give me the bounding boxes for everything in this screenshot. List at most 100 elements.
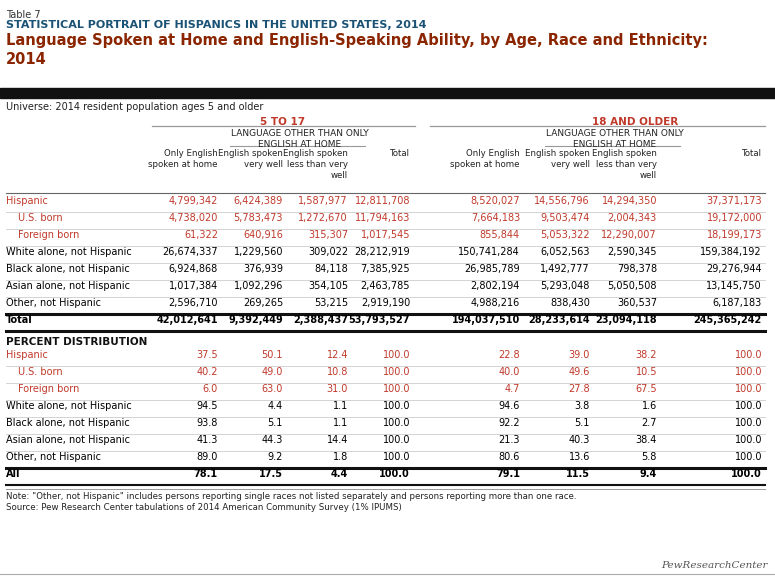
Text: 245,365,242: 245,365,242 — [694, 315, 762, 325]
Text: 1,272,670: 1,272,670 — [298, 213, 348, 223]
Text: 100.0: 100.0 — [383, 367, 410, 377]
Text: 26,674,337: 26,674,337 — [163, 247, 218, 257]
Text: Black alone, not Hispanic: Black alone, not Hispanic — [6, 418, 129, 428]
Text: 38.2: 38.2 — [636, 350, 657, 360]
Text: 2,596,710: 2,596,710 — [168, 298, 218, 308]
Text: 1,017,384: 1,017,384 — [169, 281, 218, 291]
Text: 100.0: 100.0 — [735, 367, 762, 377]
Text: 12,290,007: 12,290,007 — [601, 230, 657, 240]
Text: Hispanic: Hispanic — [6, 350, 48, 360]
Text: 7,664,183: 7,664,183 — [470, 213, 520, 223]
Text: Asian alone, not Hispanic: Asian alone, not Hispanic — [6, 435, 130, 445]
Text: 1.1: 1.1 — [332, 418, 348, 428]
Text: 838,430: 838,430 — [550, 298, 590, 308]
Text: 29,276,944: 29,276,944 — [706, 264, 762, 274]
Text: 40.0: 40.0 — [498, 367, 520, 377]
Text: 6,924,868: 6,924,868 — [169, 264, 218, 274]
Text: 100.0: 100.0 — [735, 401, 762, 411]
Text: 5,293,048: 5,293,048 — [541, 281, 590, 291]
Text: 12.4: 12.4 — [326, 350, 348, 360]
Text: 53,215: 53,215 — [314, 298, 348, 308]
Text: 13.6: 13.6 — [569, 452, 590, 462]
Text: 26,985,789: 26,985,789 — [464, 264, 520, 274]
Text: 63.0: 63.0 — [262, 384, 283, 394]
Text: 6,187,183: 6,187,183 — [713, 298, 762, 308]
Text: 1,092,296: 1,092,296 — [233, 281, 283, 291]
Text: 2,919,190: 2,919,190 — [360, 298, 410, 308]
Text: 309,022: 309,022 — [308, 247, 348, 257]
Text: 4.7: 4.7 — [505, 384, 520, 394]
Text: 269,265: 269,265 — [243, 298, 283, 308]
Text: 53,793,527: 53,793,527 — [349, 315, 410, 325]
Text: 14,294,350: 14,294,350 — [601, 196, 657, 206]
Text: Universe: 2014 resident population ages 5 and older: Universe: 2014 resident population ages … — [6, 102, 264, 112]
Text: 42,012,641: 42,012,641 — [157, 315, 218, 325]
Text: 22.8: 22.8 — [498, 350, 520, 360]
Text: 10.5: 10.5 — [636, 367, 657, 377]
Text: 8,520,027: 8,520,027 — [470, 196, 520, 206]
Text: 100.0: 100.0 — [735, 384, 762, 394]
Text: 5.1: 5.1 — [574, 418, 590, 428]
Text: STATISTICAL PORTRAIT OF HISPANICS IN THE UNITED STATES, 2014: STATISTICAL PORTRAIT OF HISPANICS IN THE… — [6, 20, 426, 30]
Text: 100.0: 100.0 — [383, 350, 410, 360]
Text: 12,811,708: 12,811,708 — [354, 196, 410, 206]
Text: 39.0: 39.0 — [569, 350, 590, 360]
Text: White alone, not Hispanic: White alone, not Hispanic — [6, 247, 132, 257]
Text: 92.2: 92.2 — [498, 418, 520, 428]
Text: White alone, not Hispanic: White alone, not Hispanic — [6, 401, 132, 411]
Text: 2,004,343: 2,004,343 — [608, 213, 657, 223]
Text: 2,802,194: 2,802,194 — [470, 281, 520, 291]
Text: 5,050,508: 5,050,508 — [608, 281, 657, 291]
Text: 100.0: 100.0 — [735, 452, 762, 462]
Text: 100.0: 100.0 — [379, 469, 410, 479]
Text: 37,371,173: 37,371,173 — [706, 196, 762, 206]
Text: 194,037,510: 194,037,510 — [452, 315, 520, 325]
Text: English spoken
less than very
well: English spoken less than very well — [592, 149, 657, 179]
Text: 360,537: 360,537 — [617, 298, 657, 308]
Text: Total: Total — [742, 149, 762, 158]
Text: 28,233,614: 28,233,614 — [529, 315, 590, 325]
Text: Total: Total — [390, 149, 410, 158]
Text: 354,105: 354,105 — [308, 281, 348, 291]
Text: Total: Total — [6, 315, 33, 325]
Text: Black alone, not Hispanic: Black alone, not Hispanic — [6, 264, 129, 274]
Text: 50.1: 50.1 — [261, 350, 283, 360]
Text: U.S. born: U.S. born — [18, 213, 63, 223]
Text: 14.4: 14.4 — [326, 435, 348, 445]
Text: Table 7: Table 7 — [6, 10, 40, 20]
Text: English spoken
very well: English spoken very well — [218, 149, 283, 168]
Text: 1.8: 1.8 — [332, 452, 348, 462]
Text: All: All — [6, 469, 20, 479]
Text: 2.7: 2.7 — [642, 418, 657, 428]
Text: 159,384,192: 159,384,192 — [701, 247, 762, 257]
Text: 1,587,977: 1,587,977 — [298, 196, 348, 206]
Text: 61,322: 61,322 — [184, 230, 218, 240]
Bar — [0, 88, 775, 98]
Text: 100.0: 100.0 — [383, 384, 410, 394]
Text: 4.4: 4.4 — [331, 469, 348, 479]
Text: 376,939: 376,939 — [243, 264, 283, 274]
Text: 40.3: 40.3 — [569, 435, 590, 445]
Text: English spoken
less than very
well: English spoken less than very well — [283, 149, 348, 179]
Text: 17.5: 17.5 — [259, 469, 283, 479]
Text: 18,199,173: 18,199,173 — [707, 230, 762, 240]
Text: 79.1: 79.1 — [496, 469, 520, 479]
Text: Asian alone, not Hispanic: Asian alone, not Hispanic — [6, 281, 130, 291]
Text: 798,378: 798,378 — [617, 264, 657, 274]
Text: 93.8: 93.8 — [197, 418, 218, 428]
Text: 5,053,322: 5,053,322 — [540, 230, 590, 240]
Text: 9,503,474: 9,503,474 — [541, 213, 590, 223]
Text: 2,388,437: 2,388,437 — [293, 315, 348, 325]
Text: 21.3: 21.3 — [498, 435, 520, 445]
Text: 80.6: 80.6 — [498, 452, 520, 462]
Text: 94.5: 94.5 — [197, 401, 218, 411]
Text: 18 AND OLDER: 18 AND OLDER — [592, 117, 678, 127]
Text: 31.0: 31.0 — [326, 384, 348, 394]
Text: 5,783,473: 5,783,473 — [233, 213, 283, 223]
Text: 67.5: 67.5 — [636, 384, 657, 394]
Text: 13,145,750: 13,145,750 — [706, 281, 762, 291]
Text: U.S. born: U.S. born — [18, 367, 63, 377]
Text: English spoken
very well: English spoken very well — [525, 149, 590, 168]
Text: 1,229,560: 1,229,560 — [233, 247, 283, 257]
Text: 14,556,796: 14,556,796 — [535, 196, 590, 206]
